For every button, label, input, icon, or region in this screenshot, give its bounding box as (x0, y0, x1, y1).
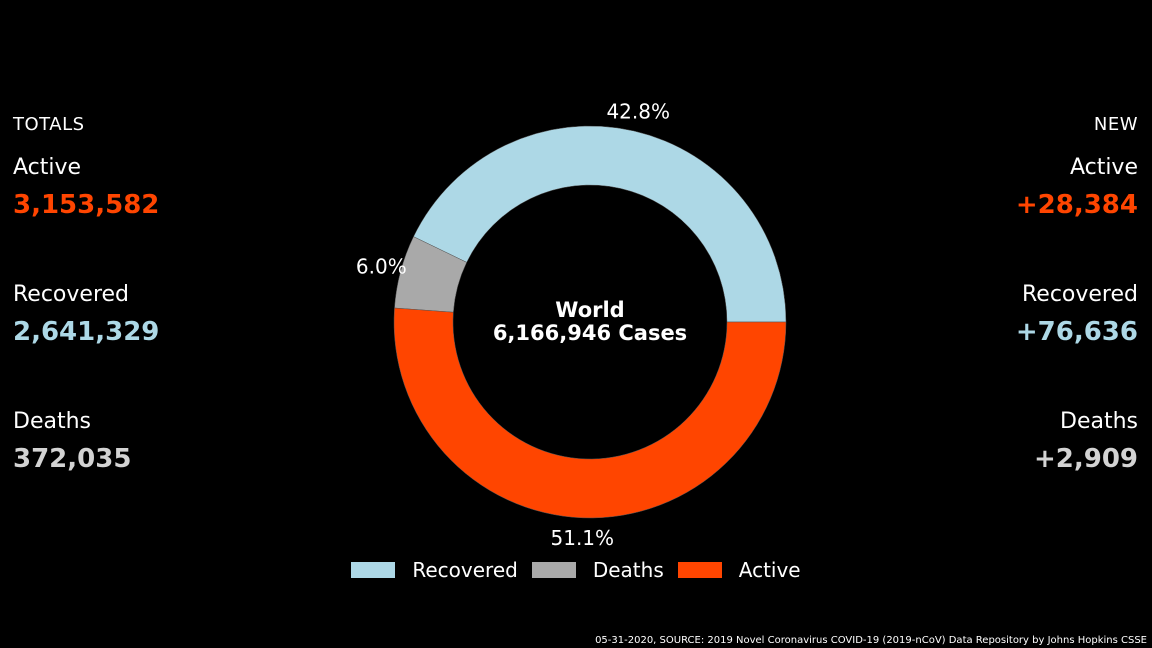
legend-swatch-deaths (531, 562, 576, 578)
chart-center-title: World (555, 298, 624, 322)
totals-recovered-label: Recovered (13, 282, 130, 307)
totals-recovered-value: 2,641,329 (13, 317, 160, 347)
source-footer: 05-31-2020, SOURCE: 2019 Novel Coronavir… (595, 635, 1147, 646)
new-active-label: Active (1069, 155, 1138, 180)
slice-recovered (413, 125, 787, 323)
totals-active-label: Active (13, 155, 82, 180)
new-title: NEW (1093, 114, 1138, 135)
slice-label-recovered: 42.8% (606, 99, 670, 123)
totals-deaths-label: Deaths (13, 409, 91, 434)
slice-label-deaths: 6.0% (356, 254, 407, 278)
new-recovered-value: +76,636 (1015, 317, 1138, 347)
chart-legend: Recovered Deaths Active (0, 558, 1152, 582)
slice-labels: 42.8% 6.0% 51.1% (356, 99, 670, 549)
legend-swatch-active (677, 562, 722, 578)
donut-slices (393, 125, 787, 519)
legend-label-active: Active (738, 558, 801, 582)
totals-active-value: 3,153,582 (13, 190, 160, 220)
new-deaths-label: Deaths (1060, 409, 1138, 434)
new-recovered-label: Recovered (1021, 282, 1138, 307)
totals-title: TOTALS (13, 114, 85, 135)
legend-item-recovered: Recovered (351, 558, 518, 582)
legend-swatch-recovered (351, 562, 396, 578)
slice-label-active: 51.1% (551, 526, 615, 550)
chart-center-subtitle: 6,166,946 Cases (493, 321, 687, 345)
slice-active (393, 307, 787, 519)
legend-item-deaths: Deaths (531, 558, 664, 582)
new-deaths-value: +2,909 (1033, 444, 1138, 474)
totals-deaths-value: 372,035 (13, 444, 132, 474)
new-active-value: +28,384 (1015, 190, 1138, 220)
legend-item-active: Active (677, 558, 801, 582)
legend-label-deaths: Deaths (592, 558, 664, 582)
legend-label-recovered: Recovered (412, 558, 518, 582)
